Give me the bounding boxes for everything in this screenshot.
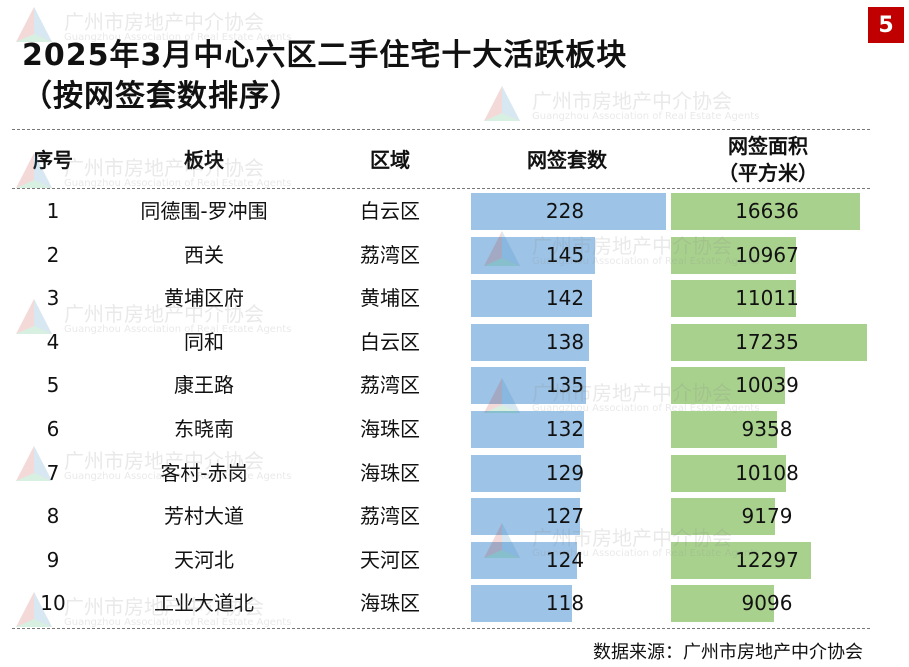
rank-cell: 5 [46,373,60,398]
rank-cell: 7 [46,460,60,485]
top-divider [12,129,870,130]
block-name-cell: 客村-赤岗 [160,460,248,485]
association-logo-icon [484,86,520,121]
units-bar [471,541,578,579]
area-bar [671,585,775,623]
units-value: 127 [545,504,585,529]
district-cell: 海珠区 [360,591,420,616]
header-block: 板块 [184,148,224,172]
watermark-cn-text: 广州市房地产中介协会 [64,156,264,180]
area-bar [671,541,811,579]
header-district: 区域 [370,148,410,172]
page-number-badge: 5 [868,7,904,43]
page-subtitle: （按网签套数排序） [22,79,301,114]
units-bar [471,193,666,230]
units-value: 135 [545,373,585,398]
area-bar [671,454,786,492]
district-cell: 黄埔区 [360,286,420,311]
units-value: 142 [545,286,585,311]
area-value: 16636 [735,199,799,223]
block-name-cell: 西关 [184,242,224,267]
area-bar [671,193,861,230]
header-divider [12,188,870,189]
rank-cell: 9 [46,547,60,572]
rank-cell: 3 [46,286,60,311]
block-name-cell: 同和 [184,329,224,354]
units-bar [471,454,582,492]
area-bar [671,367,786,405]
block-name-cell: 天河北 [174,547,234,572]
rank-cell: 4 [46,329,60,354]
bottom-divider [12,628,870,629]
district-cell: 荔湾区 [360,242,420,267]
area-value: 9179 [741,504,793,529]
district-cell: 白云区 [360,199,420,223]
units-value: 129 [545,460,585,485]
units-bar [471,323,590,361]
watermark-en-text: Guangzhou Association of Real Estate Age… [532,111,760,122]
rank-cell: 10 [40,591,66,616]
district-cell: 天河区 [360,547,420,572]
units-value: 145 [545,242,585,267]
units-bar [471,280,593,318]
block-name-cell: 工业大道北 [154,591,254,616]
units-value: 132 [545,417,585,441]
units-bar [471,498,580,536]
district-cell: 荔湾区 [360,373,420,398]
units-bar [471,236,595,274]
area-bar [671,498,776,536]
block-name-cell: 芳村大道 [164,504,244,529]
rank-cell: 6 [46,417,60,441]
rank-cell: 2 [46,242,60,267]
header-area: 网签面积 [728,134,808,158]
units-value: 138 [545,329,585,354]
district-cell: 海珠区 [360,460,420,485]
header-rank: 序号 [33,148,73,172]
watermark-cn-text: 广州市房地产中介协会 [532,89,732,113]
units-value: 124 [545,547,585,572]
block-name-cell: 同德围-罗冲围 [140,199,268,223]
block-name-cell: 黄埔区府 [164,286,244,311]
rank-cell: 1 [46,199,60,223]
area-bar [671,236,796,274]
units-value: 118 [545,591,585,616]
header-area-unit: （平方米） [718,161,818,185]
district-cell: 白云区 [360,329,420,354]
district-cell: 海珠区 [360,417,420,441]
units-bar [471,411,584,448]
district-cell: 荔湾区 [360,504,420,529]
units-bar [471,367,587,405]
area-bar [671,280,797,318]
units-value: 228 [545,199,585,223]
area-bar [671,411,778,448]
watermark-en-text: Guangzhou Association of Real Estate Age… [64,324,292,335]
data-source-note: 数据来源：广州市房地产中介协会 [593,642,863,663]
area-value: 10967 [735,242,799,267]
area-value: 17235 [735,329,799,354]
rank-cell: 8 [46,504,60,529]
block-name-cell: 东晓南 [174,417,234,441]
area-value: 9358 [741,417,793,441]
area-value: 11011 [735,286,799,311]
watermark-en-text: Guangzhou Association of Real Estate Age… [64,617,292,628]
area-value: 10039 [735,373,799,398]
header-units: 网签套数 [527,148,607,172]
area-value: 12297 [735,547,799,572]
page-title: 2025年3月中心六区二手住宅十大活跃板块 [22,38,628,73]
area-bar [671,323,867,361]
area-value: 10108 [735,460,799,485]
units-bar [471,585,572,623]
area-value: 9096 [741,591,793,616]
block-name-cell: 康王路 [174,373,234,398]
